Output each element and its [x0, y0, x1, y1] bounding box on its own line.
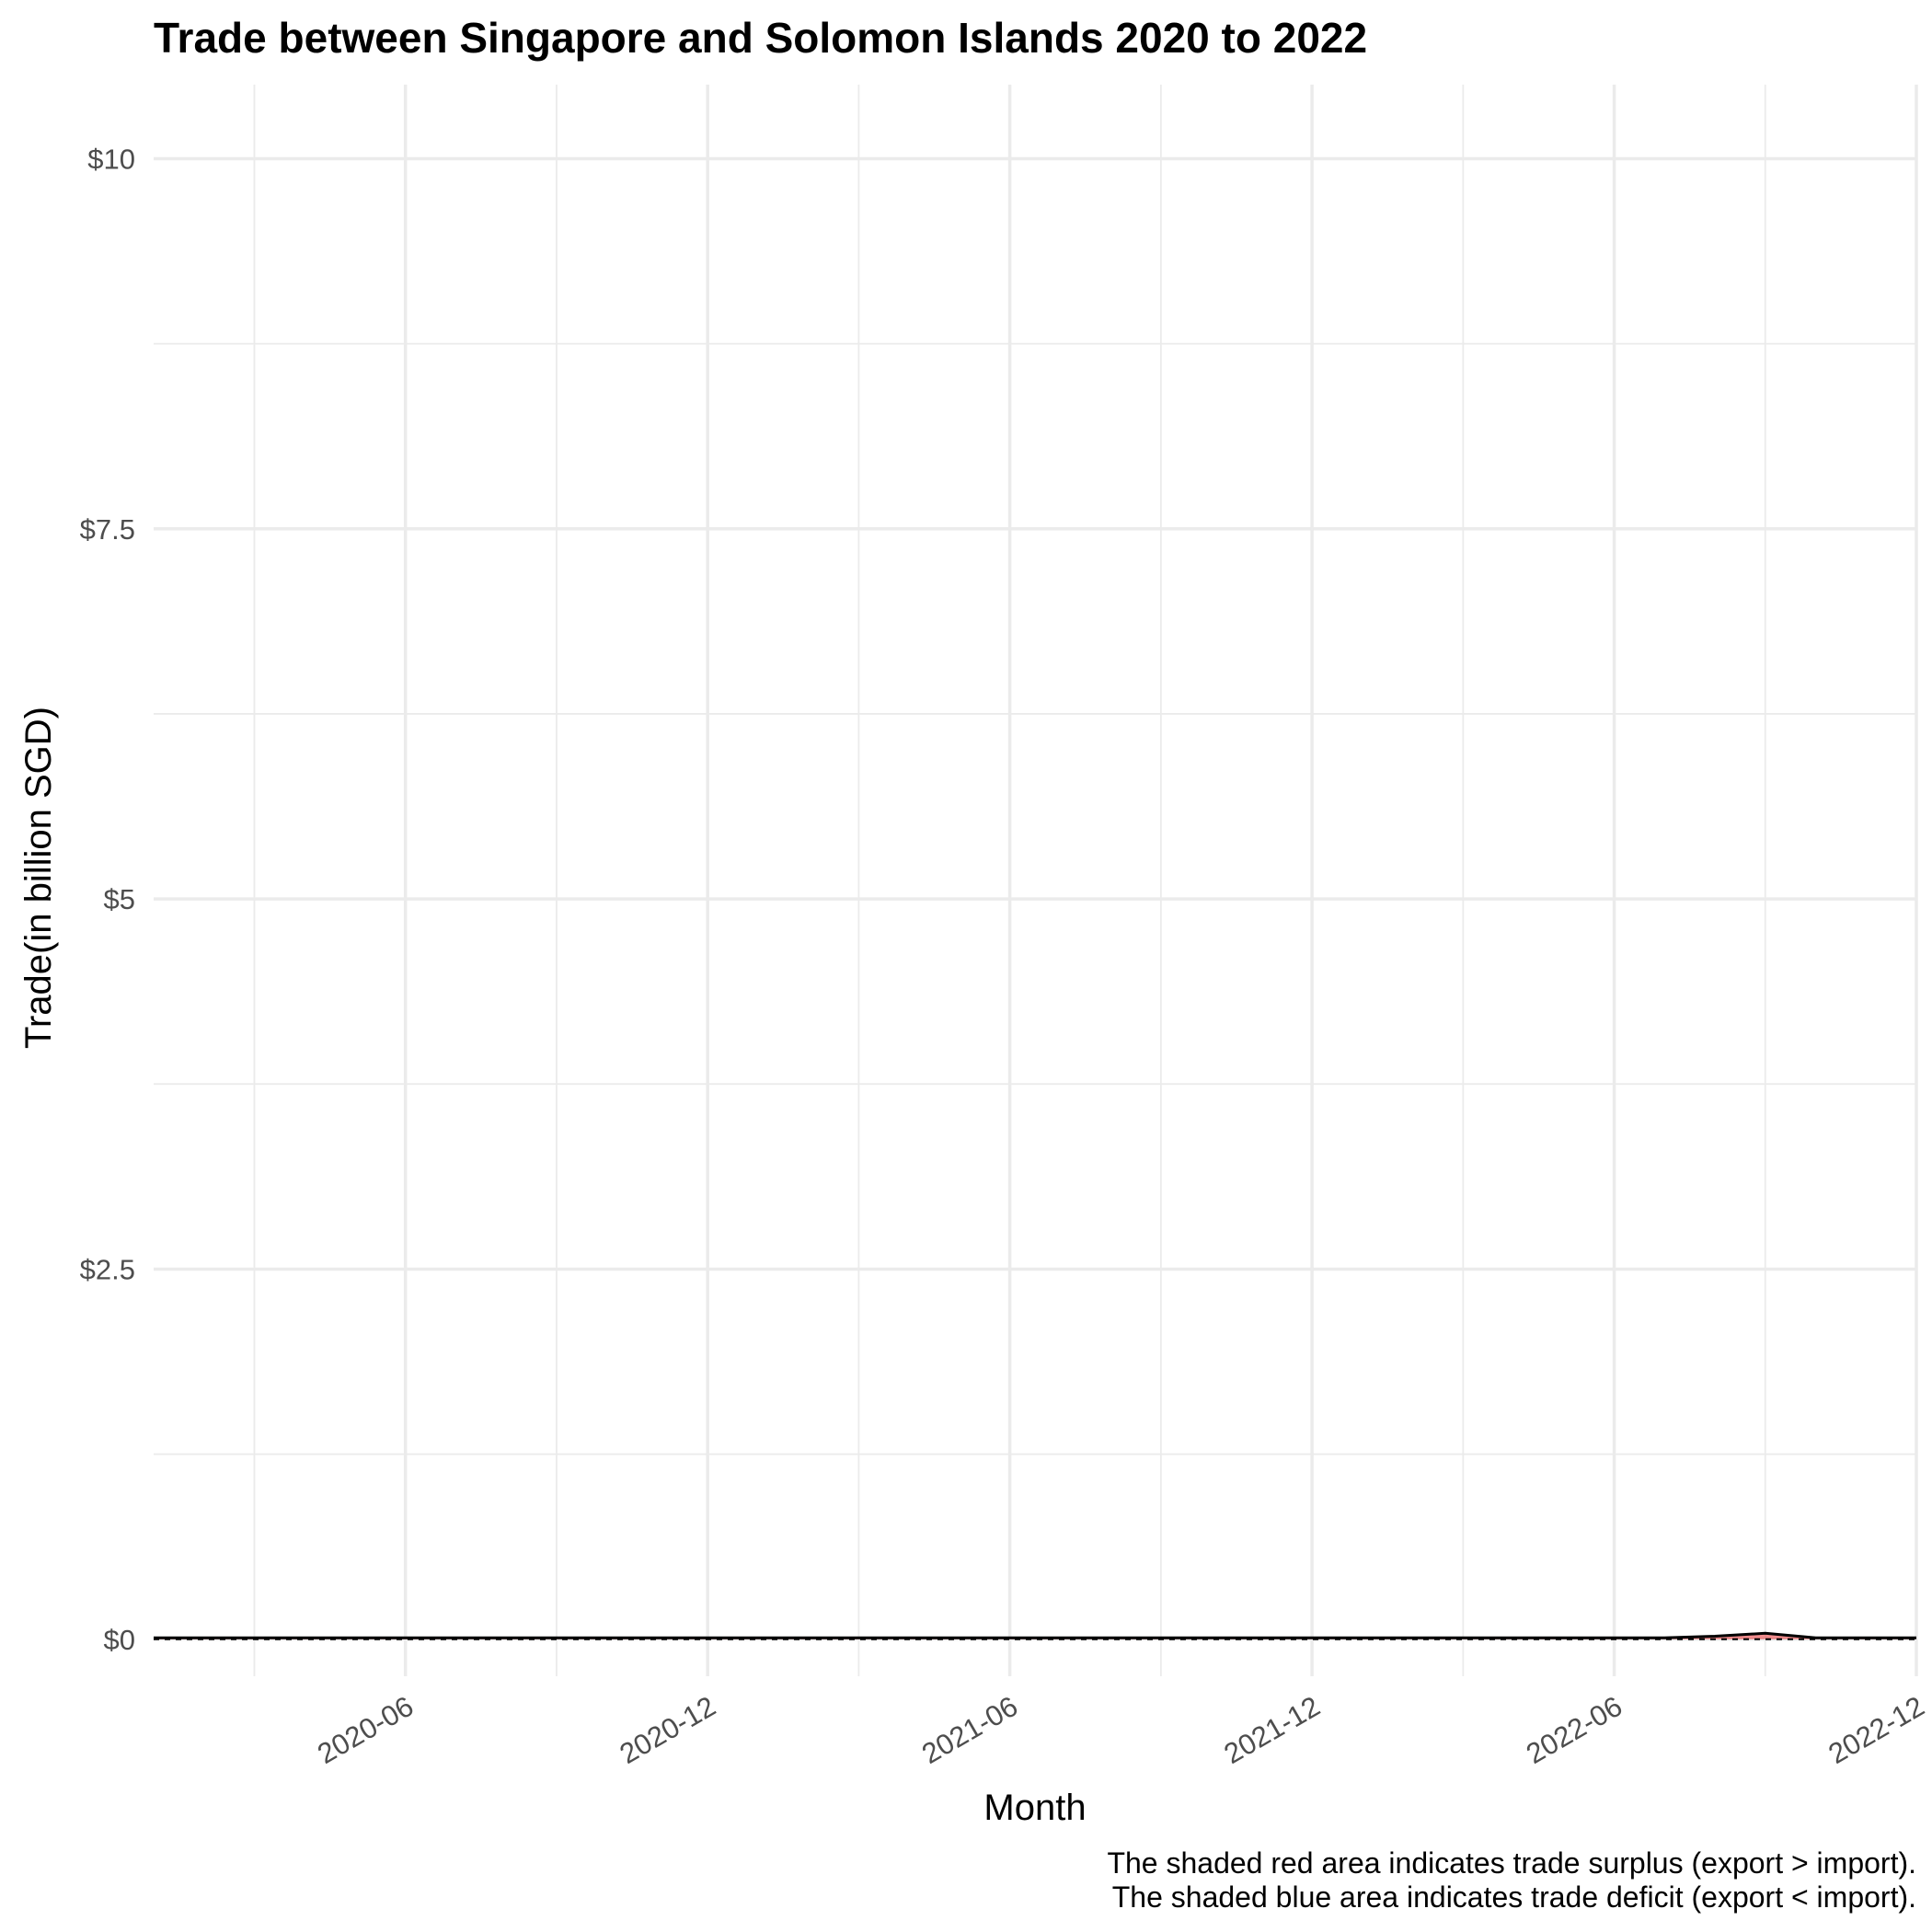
y-tick-label: $2.5 — [80, 1253, 135, 1285]
grid — [154, 85, 1918, 1676]
x-tick-label: 2020-12 — [615, 1690, 721, 1770]
chart-title: Trade between Singapore and Solomon Isla… — [154, 14, 1367, 62]
x-axis-title: Month — [983, 1788, 1086, 1828]
x-tick-label: 2021-06 — [916, 1690, 1023, 1770]
y-tick-label: $5 — [104, 883, 135, 915]
series-lines — [154, 1631, 1916, 1640]
export-line — [154, 1631, 1916, 1639]
x-tick-label: 2022-12 — [1823, 1690, 1929, 1770]
x-tick-label: 2021-12 — [1219, 1690, 1326, 1770]
y-tick-label: $0 — [104, 1624, 135, 1656]
x-tick-labels: 2020-06 2020-12 2021-06 2021-12 2022-06 2022-… — [312, 1690, 1929, 1770]
y-tick-label: $10 — [87, 143, 135, 175]
x-tick-label: 2020-06 — [312, 1690, 419, 1770]
y-axis-title: Trade(in billion SGD) — [18, 707, 59, 1049]
caption-line-2: The shaded blue area indicates trade def… — [1112, 1880, 1916, 1914]
y-tick-label: $7.5 — [80, 513, 135, 546]
x-tick-label: 2022-06 — [1521, 1690, 1627, 1770]
y-tick-labels: $0 $2.5 $5 $7.5 $10 — [80, 143, 135, 1655]
caption-line-1: The shaded red area indicates trade surp… — [1107, 1846, 1916, 1880]
